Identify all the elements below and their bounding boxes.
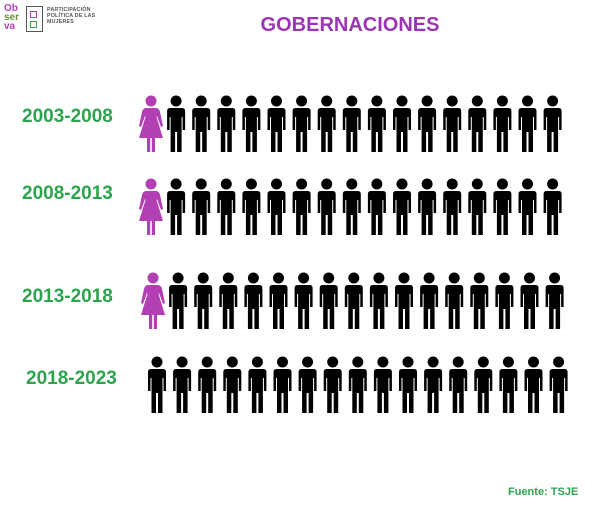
man-figure-icon: [348, 356, 367, 413]
period-label: 2013-2018: [22, 286, 113, 307]
man-figure-icon: [468, 95, 487, 152]
man-figure-icon: [292, 95, 311, 152]
source-note: Fuente: TSJE: [508, 486, 579, 498]
man-figure-icon: [393, 178, 411, 235]
logo-word-line: Ob: [4, 3, 18, 14]
man-figure-icon: [518, 178, 537, 235]
period-label: 2008-2013: [22, 183, 113, 204]
man-figure-icon: [344, 272, 363, 329]
man-figure-icon: [294, 272, 313, 329]
man-figure-icon: [273, 356, 292, 413]
man-figure-icon: [474, 356, 493, 413]
woman-figure-icon: [141, 272, 165, 329]
man-figure-icon: [520, 272, 539, 329]
man-figure-icon: [167, 178, 186, 235]
man-figure-icon: [468, 178, 487, 235]
woman-figure-icon: [139, 95, 163, 152]
logo-word-line: ser: [4, 12, 20, 23]
man-figure-icon: [393, 95, 411, 152]
man-figure-icon: [470, 272, 489, 329]
observa-logo: Ob ser va PARTICIPACIÓN POLÍTICA DE LAS …: [4, 4, 154, 38]
man-figure-icon: [219, 272, 238, 329]
man-figure-icon: [518, 95, 537, 152]
man-figure-icon: [173, 356, 192, 413]
man-figure-icon: [342, 95, 361, 152]
man-figure-icon: [192, 95, 211, 152]
man-figure-icon: [323, 356, 342, 413]
man-figure-icon: [298, 356, 317, 413]
man-figure-icon: [148, 356, 166, 413]
man-figure-icon: [292, 178, 311, 235]
man-figure-icon: [367, 178, 386, 235]
woman-figure-icon: [139, 178, 163, 235]
chart-title: GOBERNACIONES: [260, 14, 440, 36]
man-figure-icon: [449, 356, 468, 413]
man-figure-icon: [424, 356, 443, 413]
logo-subtitle: PARTICIPACIÓN POLÍTICA DE LAS MUJERES: [47, 7, 95, 25]
logo-emblem-icon: [26, 6, 43, 32]
man-figure-icon: [524, 356, 543, 413]
man-figure-icon: [242, 95, 261, 152]
man-figure-icon: [319, 272, 338, 329]
logo-word-line: va: [4, 21, 16, 32]
logo-text-line: PARTICIPACIÓN: [47, 7, 91, 13]
man-figure-icon: [198, 356, 217, 413]
man-figure-icon: [418, 95, 437, 152]
man-figure-icon: [543, 95, 562, 152]
man-figure-icon: [495, 272, 514, 329]
man-figure-icon: [399, 356, 417, 413]
man-figure-icon: [244, 272, 263, 329]
logo-text-line: POLÍTICA DE LAS: [47, 13, 96, 19]
man-figure-icon: [499, 356, 518, 413]
man-figure-icon: [169, 272, 188, 329]
man-figure-icon: [248, 356, 267, 413]
man-figure-icon: [317, 95, 336, 152]
period-label: 2003-2008: [22, 106, 113, 127]
man-figure-icon: [369, 272, 388, 329]
man-figure-icon: [217, 178, 236, 235]
man-figure-icon: [545, 272, 564, 329]
man-figure-icon: [445, 272, 464, 329]
man-figure-icon: [194, 272, 213, 329]
man-figure-icon: [167, 95, 186, 152]
man-figure-icon: [420, 272, 439, 329]
man-figure-icon: [493, 178, 512, 235]
man-figure-icon: [223, 356, 242, 413]
man-figure-icon: [192, 178, 211, 235]
man-figure-icon: [443, 95, 462, 152]
man-figure-icon: [418, 178, 437, 235]
logo-wordmark: Ob ser va: [4, 3, 24, 32]
man-figure-icon: [267, 95, 286, 152]
man-figure-icon: [217, 95, 236, 152]
man-figure-icon: [242, 178, 261, 235]
man-figure-icon: [317, 178, 336, 235]
man-figure-icon: [373, 356, 392, 413]
man-figure-icon: [367, 95, 386, 152]
man-figure-icon: [269, 272, 288, 329]
period-label: 2018-2023: [26, 368, 117, 389]
man-figure-icon: [549, 356, 568, 413]
man-figure-icon: [443, 178, 462, 235]
logo-text-line: MUJERES: [47, 19, 75, 25]
man-figure-icon: [493, 95, 512, 152]
man-figure-icon: [543, 178, 562, 235]
man-figure-icon: [395, 272, 413, 329]
man-figure-icon: [342, 178, 361, 235]
man-figure-icon: [267, 178, 286, 235]
